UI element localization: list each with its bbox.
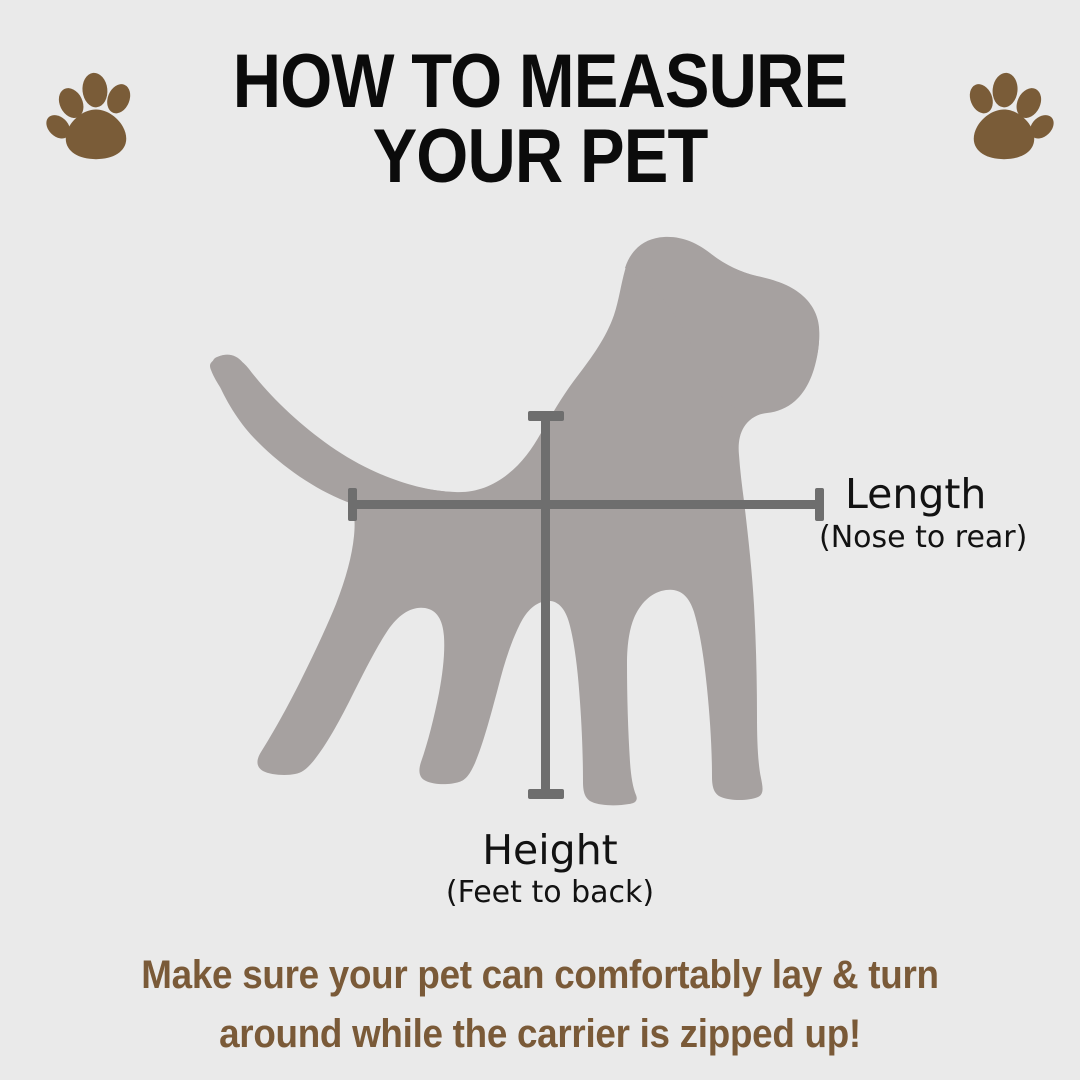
height-line-bottom-cap <box>528 789 564 799</box>
dog-silhouette-icon <box>210 236 820 806</box>
footer-note-line-2: around while the carrier is zipped up! <box>219 1012 861 1056</box>
height-measurement-line <box>528 411 564 799</box>
length-line-shaft <box>352 500 820 509</box>
height-line-shaft <box>541 415 550 795</box>
length-label-sub: (Nose to rear) <box>819 519 1028 555</box>
height-label-main: Height <box>482 826 618 874</box>
page-footer: Make sure your pet can comfortably lay &… <box>0 955 1080 1054</box>
length-label: Length (Nose to rear) <box>819 470 1027 555</box>
height-label: Height (Feet to back) <box>330 826 770 910</box>
footer-note-line-1: Make sure your pet can comfortably lay &… <box>141 953 939 997</box>
page-title-line-1: HOW TO MEASURE <box>232 39 848 124</box>
height-line-top-cap <box>528 411 564 421</box>
page-title-line-2: YOUR PET <box>372 114 709 200</box>
length-line-right-cap <box>815 488 824 521</box>
length-line-left-cap <box>348 488 357 521</box>
length-label-main: Length <box>845 470 987 518</box>
height-label-sub: (Feet to back) <box>445 874 655 910</box>
paw-print-icon <box>46 72 131 160</box>
page-header: HOW TO MEASURE YOUR PET <box>0 39 1080 200</box>
paw-print-icon <box>969 72 1054 160</box>
length-measurement-line <box>348 488 824 521</box>
